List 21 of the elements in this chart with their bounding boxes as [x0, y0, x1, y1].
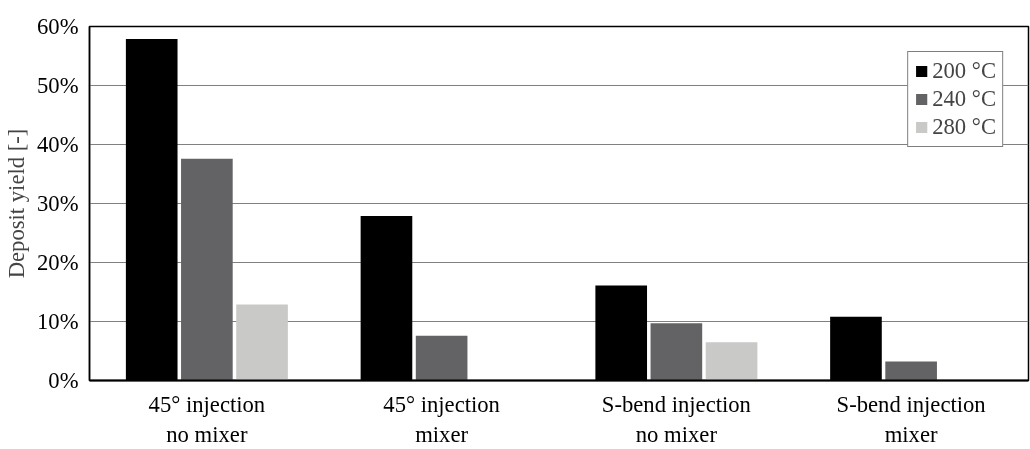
x-tick-label: S-bend injection mixer	[836, 391, 986, 447]
y-tick-label: 30%	[36, 191, 79, 216]
y-tick-label: 60%	[36, 14, 79, 39]
legend-label: 200 °C	[932, 58, 996, 84]
y-tick-label: 10%	[36, 309, 79, 334]
legend-label: 280 °C	[932, 114, 996, 140]
bar	[885, 361, 937, 381]
bar	[650, 323, 703, 381]
bar	[181, 158, 233, 381]
y-tick-label: 50%	[36, 73, 79, 98]
bar	[236, 304, 288, 381]
x-tick-label: 45° injection mixer	[383, 391, 500, 447]
y-tick-label: 20%	[36, 250, 79, 275]
y-tick-label: 40%	[36, 132, 79, 157]
legend-label: 240 °C	[932, 86, 996, 112]
x-tick-label: 45° injection no mixer	[148, 391, 266, 447]
y-tick-label: 0%	[48, 368, 79, 393]
x-tick-label: S-bend injection no mixer	[601, 391, 751, 447]
y-axis-title: Deposit yield [-]	[3, 128, 29, 279]
bar	[705, 342, 758, 381]
bar	[415, 335, 468, 381]
